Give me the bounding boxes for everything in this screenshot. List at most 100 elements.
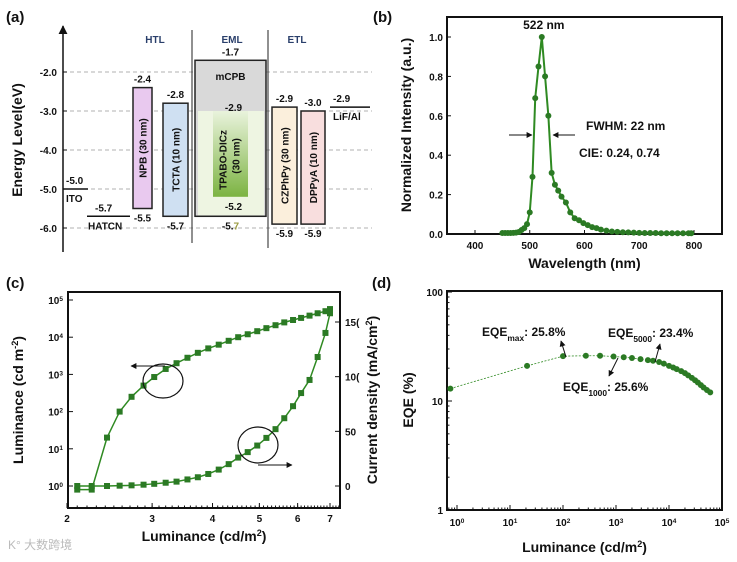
layer-tpabo-dicz xyxy=(213,111,248,197)
electrode-level-label: -2.9 xyxy=(333,94,351,105)
spectrum-point xyxy=(524,221,531,228)
eqe-point xyxy=(650,357,657,364)
luminance-point xyxy=(184,354,191,361)
spectrum-point xyxy=(532,95,539,102)
luminance-line xyxy=(77,308,331,491)
xtick-label: 800 xyxy=(686,241,703,252)
spectrum-point xyxy=(576,217,583,224)
layer-dppya xyxy=(300,110,326,225)
current-density-point xyxy=(128,482,135,489)
y-axis-label: Energy Level(eV) xyxy=(9,83,25,197)
xtick-label: 5 xyxy=(257,514,263,525)
layer-tcta xyxy=(162,102,189,218)
peak-label: 522 nm xyxy=(523,18,564,32)
xtick-label: 400 xyxy=(467,241,484,252)
electrode-name: ITO xyxy=(66,194,83,205)
xtick-label: 101 xyxy=(503,518,518,530)
spectrum-point xyxy=(542,73,549,80)
x-axis-label: Wavelength (nm) xyxy=(528,255,640,271)
layer-czphpy xyxy=(271,106,298,225)
layer-homo-label: -5.9 xyxy=(304,229,322,240)
spectrum-point xyxy=(619,229,626,236)
xtick-label: 3 xyxy=(149,514,155,525)
electrode-name: LiF/Al xyxy=(333,112,361,123)
ytick-label: -4.0 xyxy=(40,146,58,157)
spectrum-point xyxy=(608,228,615,235)
current-density-point xyxy=(327,310,333,317)
luminance-point xyxy=(263,325,270,332)
eqe-max-arrow xyxy=(559,340,567,358)
luminance-point xyxy=(254,328,261,335)
y2tick-label: 10( xyxy=(345,373,360,384)
layer-name: mCPB xyxy=(215,72,245,83)
current-density-point xyxy=(173,478,180,485)
header-eml: EML xyxy=(221,35,242,46)
ytick-label: 102 xyxy=(48,407,63,419)
current-density-point xyxy=(162,479,169,486)
luminance-point xyxy=(88,486,95,493)
panel-label-d: (d) xyxy=(372,275,391,292)
xtick-label: 104 xyxy=(662,518,677,530)
eqe-point xyxy=(644,357,651,364)
ytick-label: -3.0 xyxy=(40,107,58,118)
luminance-point xyxy=(173,360,180,367)
current-density-point xyxy=(298,390,305,397)
spectrum-point xyxy=(558,193,565,200)
luminance-point xyxy=(298,314,305,321)
xtick-label: 500 xyxy=(521,241,538,252)
spectrum-point xyxy=(658,230,665,237)
current-density-line xyxy=(77,313,331,487)
current-density-point xyxy=(281,415,288,422)
eqe-point xyxy=(597,352,604,359)
spectrum-point xyxy=(526,209,533,216)
layer-lumo-label: -1.7 xyxy=(222,47,240,58)
spectrum-point xyxy=(647,230,654,237)
luminance-point xyxy=(225,337,232,344)
y2tick-label: 50 xyxy=(345,427,357,438)
current-density-point xyxy=(151,480,158,487)
spectrum-point xyxy=(614,228,621,235)
ytick-label: 1.0 xyxy=(429,33,443,44)
x-axis-label: Luminance (cd/m2) xyxy=(142,528,267,544)
current-density-point xyxy=(74,483,81,489)
current-density-point xyxy=(322,329,329,336)
ytick-label: 103 xyxy=(48,370,63,382)
xtick-label: 2 xyxy=(64,514,70,525)
eqe-point xyxy=(447,385,454,392)
plot-frame-b xyxy=(446,16,723,235)
xtick-label: 4 xyxy=(210,514,216,525)
ytick-label: 105 xyxy=(48,296,63,308)
xtick-label: 7 xyxy=(327,514,333,525)
y-axis-label: EQE (%) xyxy=(400,372,416,427)
spectrum-point xyxy=(535,63,542,70)
spectrum-point xyxy=(674,230,681,237)
y2-axis-label: Current density (mA/cm2) xyxy=(364,316,380,484)
luminance-point xyxy=(215,341,222,348)
layer-lumo-label: -3.0 xyxy=(304,98,322,109)
current-density-point xyxy=(184,476,191,483)
spectrum-point xyxy=(551,181,558,188)
xtick-label: 6 xyxy=(295,514,301,525)
electrode-name: HATCN xyxy=(88,221,122,232)
current-density-point xyxy=(88,483,95,489)
current-density-point xyxy=(263,434,270,441)
current-density-point xyxy=(116,482,123,489)
luminance-point xyxy=(290,316,297,323)
eqe-5000-arrow xyxy=(654,343,662,363)
spectrum-point xyxy=(652,230,659,237)
ytick-label: 0.0 xyxy=(429,230,443,241)
plot-frame-d xyxy=(446,290,723,511)
spectrum-point xyxy=(555,187,562,194)
xtick-label: 103 xyxy=(609,518,624,530)
current-density-point xyxy=(314,353,321,360)
layer-npb xyxy=(132,86,153,210)
current-density-point xyxy=(225,461,232,468)
spectrum-point xyxy=(567,209,574,216)
ytick-label: -2.0 xyxy=(40,68,58,79)
ytick-label: 104 xyxy=(48,333,63,345)
luminance-point xyxy=(314,310,321,317)
spectrum-point xyxy=(625,229,632,236)
spectrum-point xyxy=(545,112,552,119)
luminance-point xyxy=(194,349,201,356)
current-density-point xyxy=(194,474,201,481)
